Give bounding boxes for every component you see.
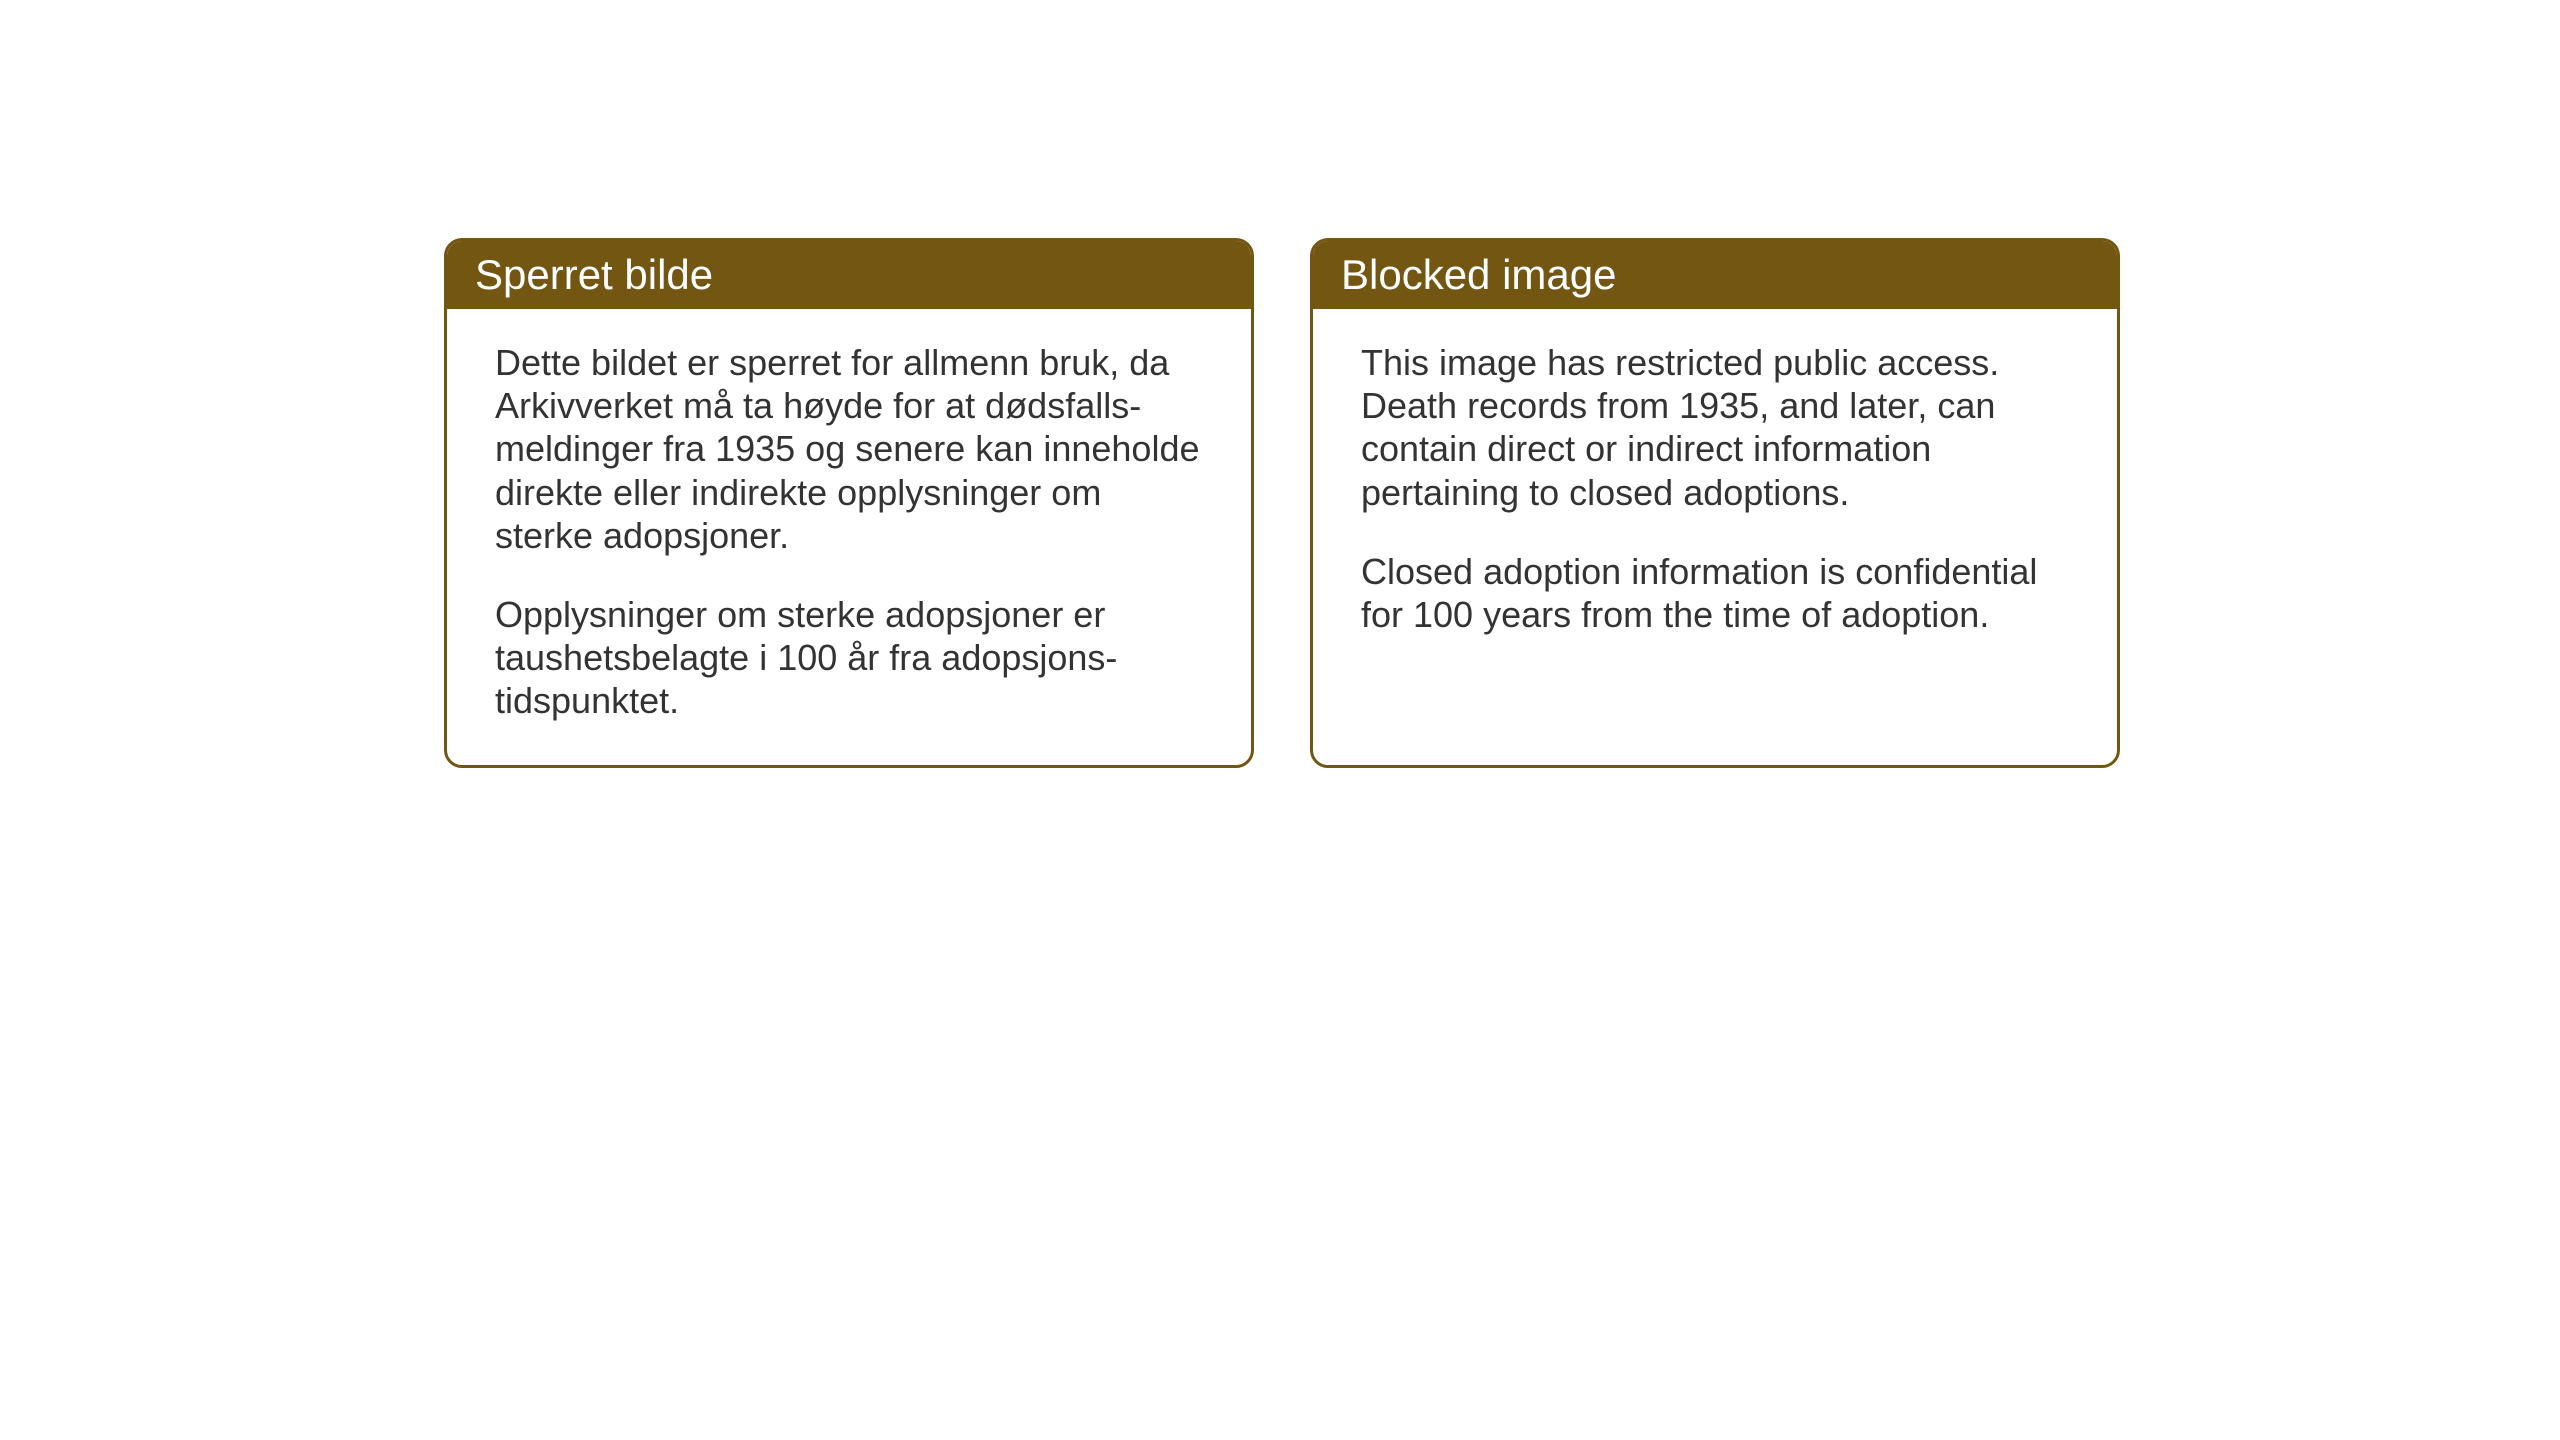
- norwegian-card-body: Dette bildet er sperret for allmenn bruk…: [447, 309, 1251, 765]
- norwegian-paragraph-1: Dette bildet er sperret for allmenn bruk…: [495, 341, 1203, 557]
- norwegian-notice-card: Sperret bilde Dette bildet er sperret fo…: [444, 238, 1254, 768]
- norwegian-paragraph-2: Opplysninger om sterke adopsjoner er tau…: [495, 593, 1203, 723]
- norwegian-card-title: Sperret bilde: [447, 241, 1251, 309]
- english-paragraph-1: This image has restricted public access.…: [1361, 341, 2069, 514]
- english-card-body: This image has restricted public access.…: [1313, 309, 2117, 678]
- english-paragraph-2: Closed adoption information is confident…: [1361, 550, 2069, 636]
- notice-container: Sperret bilde Dette bildet er sperret fo…: [444, 238, 2120, 768]
- english-notice-card: Blocked image This image has restricted …: [1310, 238, 2120, 768]
- english-card-title: Blocked image: [1313, 241, 2117, 309]
